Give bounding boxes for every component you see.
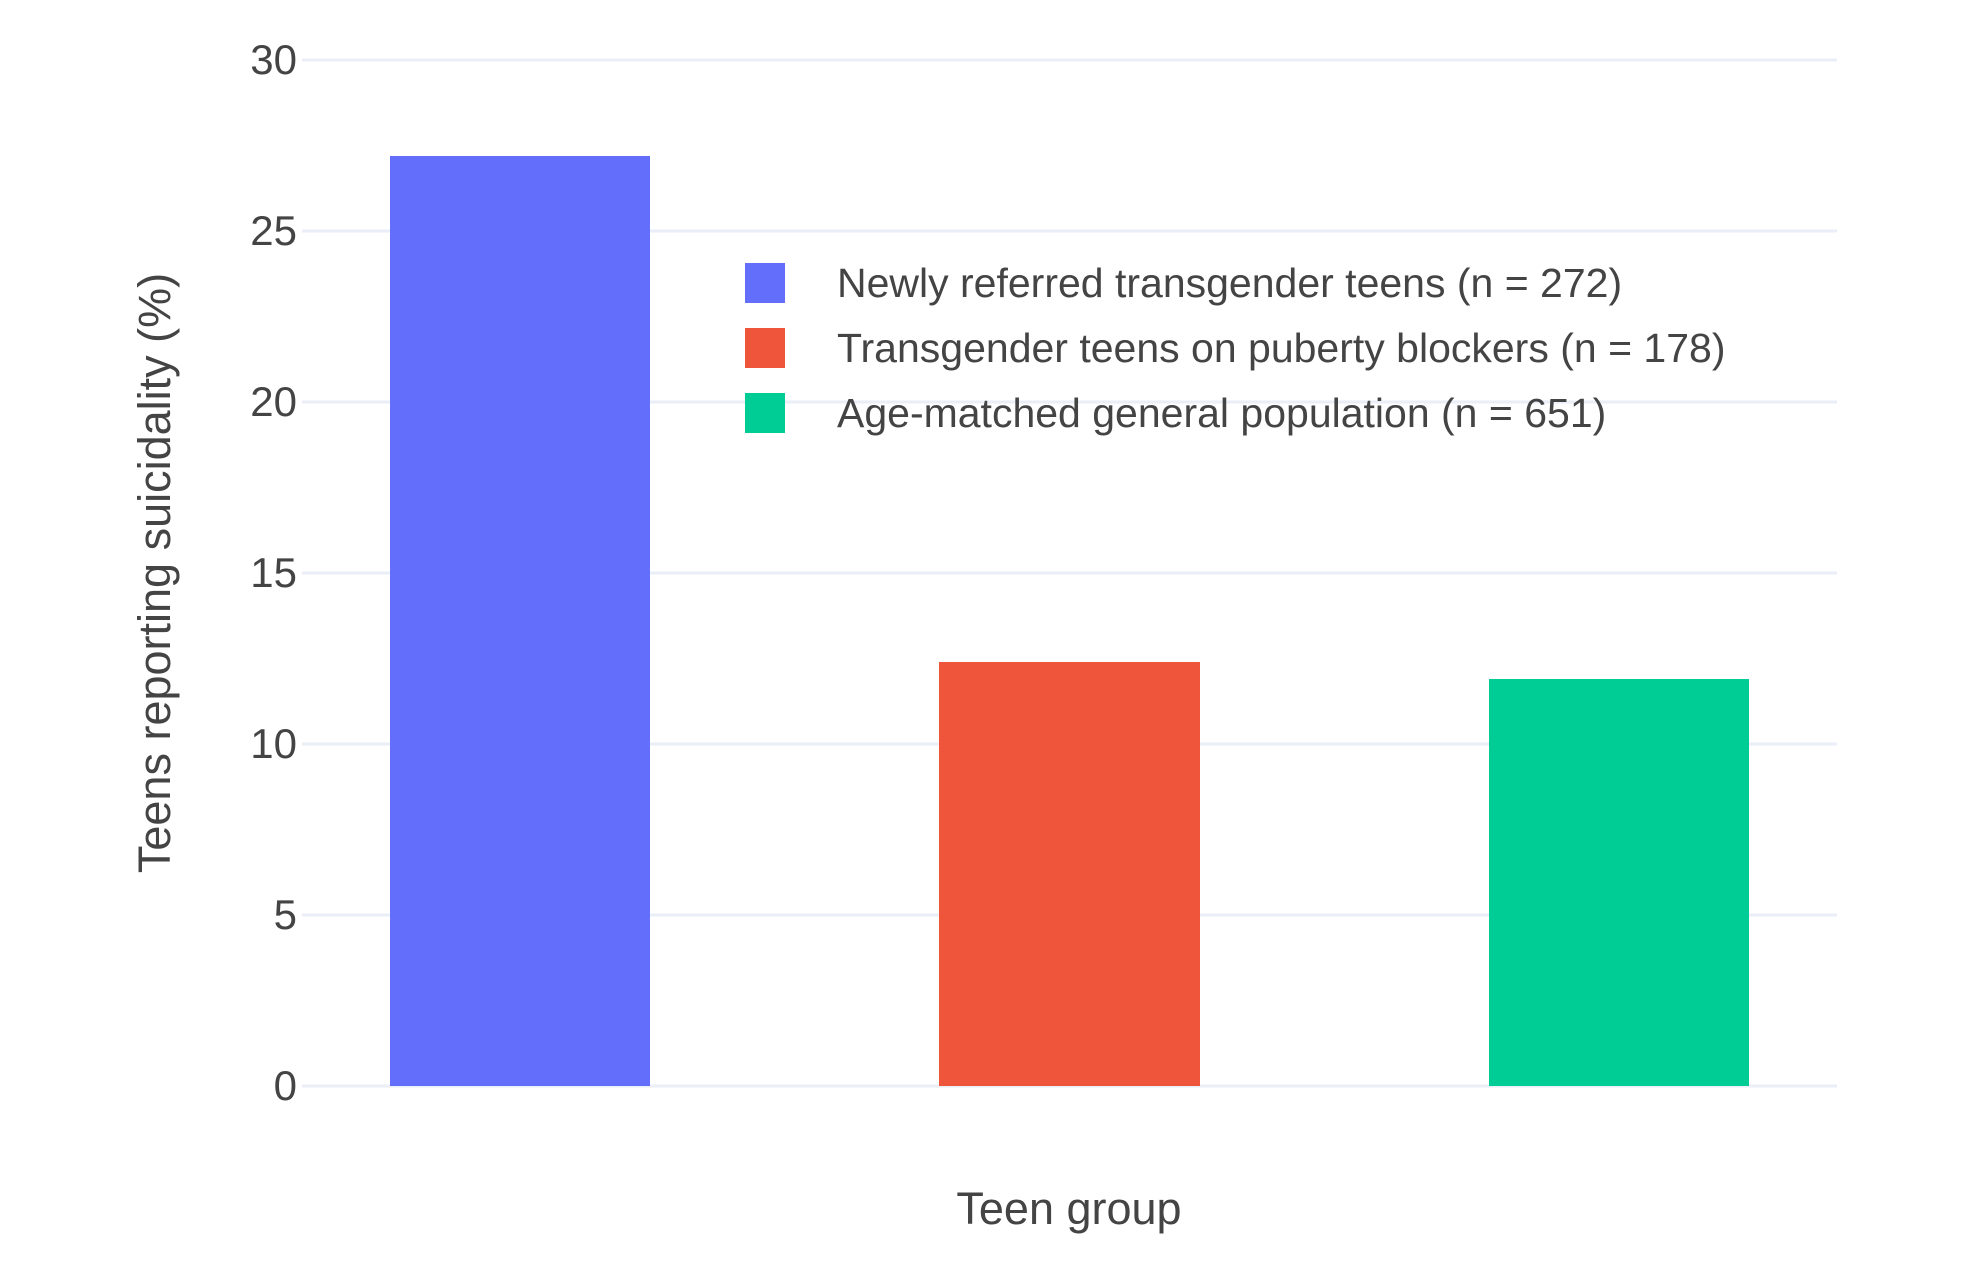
legend-item-2[interactable]: Transgender teens on puberty blockers (n… bbox=[745, 323, 1725, 373]
y-tick-label-10: 10 bbox=[250, 720, 297, 767]
y-tick-label-0: 0 bbox=[273, 1062, 297, 1109]
legend-label: Age-matched general population (n = 651) bbox=[837, 389, 1607, 436]
legend-swatch-icon bbox=[745, 263, 785, 303]
y-tick-label-30: 30 bbox=[250, 36, 297, 83]
gridline-y-20 bbox=[302, 400, 1837, 404]
y-tick-label-25: 25 bbox=[250, 207, 297, 254]
legend: Newly referred transgender teens (n = 27… bbox=[745, 258, 1725, 453]
legend-label: Newly referred transgender teens (n = 27… bbox=[837, 259, 1623, 306]
bar-2[interactable] bbox=[939, 661, 1200, 1086]
legend-item-3[interactable]: Age-matched general population (n = 651) bbox=[745, 388, 1725, 438]
legend-swatch-icon bbox=[745, 393, 785, 433]
legend-item-1[interactable]: Newly referred transgender teens (n = 27… bbox=[745, 258, 1725, 308]
bar-3[interactable] bbox=[1489, 679, 1750, 1086]
y-tick-label-20: 20 bbox=[250, 378, 297, 425]
gridline-y-15 bbox=[302, 571, 1837, 575]
bar-1[interactable] bbox=[389, 155, 650, 1086]
gridline-y-25 bbox=[302, 229, 1837, 233]
gridline-y-0 bbox=[302, 1084, 1837, 1088]
y-tick-label-15: 15 bbox=[250, 549, 297, 596]
legend-swatch-icon bbox=[745, 328, 785, 368]
y-axis-ticks: 0 5 10 15 20 25 30 bbox=[150, 39, 297, 1107]
legend-label: Transgender teens on puberty blockers (n… bbox=[837, 324, 1726, 371]
x-axis-title: Teen group bbox=[956, 1183, 1182, 1234]
gridline-y-30 bbox=[302, 58, 1837, 62]
y-tick-label-5: 5 bbox=[273, 891, 297, 938]
plot-area bbox=[302, 58, 1837, 1088]
